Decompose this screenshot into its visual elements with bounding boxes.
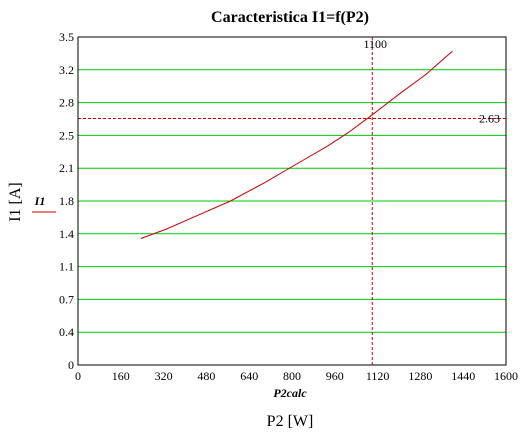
y-tick-label: 2.1 [59, 161, 74, 175]
x-tick-label: 1120 [366, 369, 390, 383]
y-tick-label: 0.7 [59, 292, 74, 306]
legend-label: I1 [34, 194, 46, 208]
y-tick-label: 2.8 [59, 96, 74, 110]
x-tick-label: 0 [75, 369, 81, 383]
x-sub-label: P2calc [273, 386, 307, 400]
marker-y-label: 2.63 [479, 112, 500, 126]
y-tick-label: 1.1 [59, 260, 74, 274]
x-tick-label: 1440 [451, 369, 475, 383]
x-tick-label: 160 [112, 369, 130, 383]
series-line-i1 [140, 50, 453, 239]
x-tick-label: 800 [283, 369, 301, 383]
y-tick-label: 0.4 [59, 325, 74, 339]
chart-title: Caracteristica I1=f(P2) [211, 9, 369, 26]
x-tick-labels: 0 160 320 480 640 800 960 1120 1280 1440 1600 [75, 369, 518, 383]
x-axis-label: P2 [W] [267, 413, 314, 430]
x-tick-label: 640 [240, 369, 258, 383]
y-tick-label: 2.5 [59, 128, 74, 142]
y-gridlines [78, 69, 506, 333]
x-tick-label: 960 [326, 369, 344, 383]
y-tick-label: 1.4 [59, 227, 74, 241]
x-tick-label: 1280 [408, 369, 432, 383]
marker-x-label: 1100 [363, 37, 387, 51]
y-tick-label: 1.8 [59, 194, 74, 208]
y-tick-label: 3.2 [59, 63, 74, 77]
series-layer [140, 50, 453, 239]
plot-frame [77, 36, 507, 366]
y-tick-label: 0 [68, 358, 74, 372]
y-tick-labels: 0 0.4 0.7 1.1 1.4 1.8 2.1 2.5 2.8 3.2 3.5 [59, 30, 74, 372]
x-tick-label: 1600 [494, 369, 518, 383]
x-tick-label: 480 [197, 369, 215, 383]
marker-lines [78, 37, 506, 365]
x-tick-label: 320 [155, 369, 173, 383]
y-tick-label: 3.5 [59, 30, 74, 44]
y-axis-label: I1 [A] [7, 182, 24, 222]
